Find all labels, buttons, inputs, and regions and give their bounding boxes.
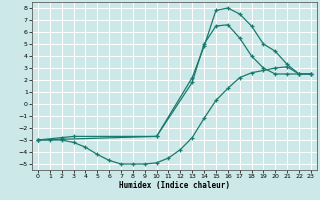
X-axis label: Humidex (Indice chaleur): Humidex (Indice chaleur) (119, 181, 230, 190)
